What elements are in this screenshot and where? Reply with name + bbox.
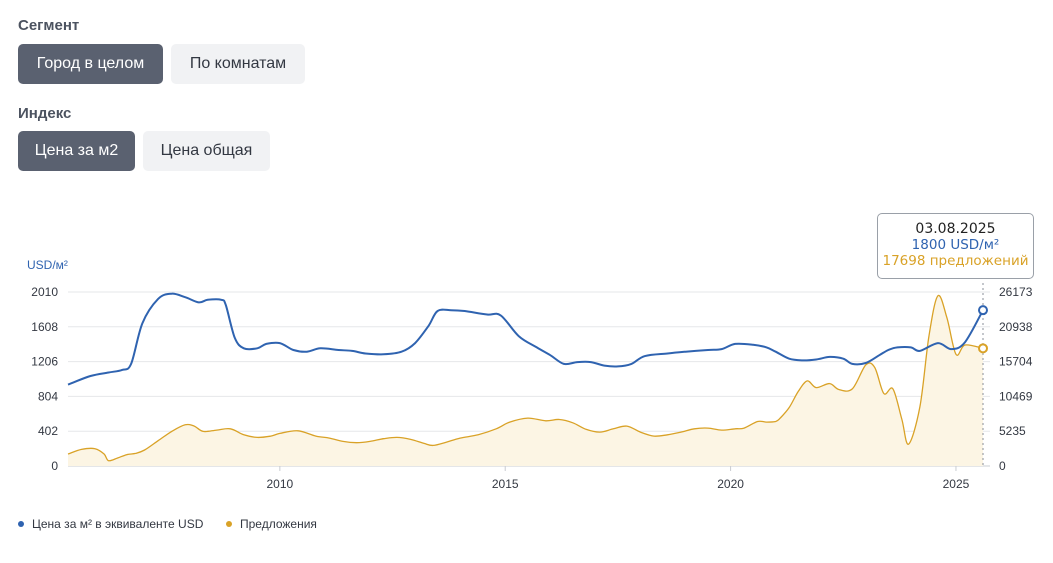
y-right-tick-label: 5235: [999, 424, 1026, 438]
index-price-total-button[interactable]: Цена общая: [143, 131, 270, 171]
offers-area-fill: [68, 295, 983, 466]
segment-rooms-button[interactable]: По комнатам: [171, 44, 305, 84]
legend-dot-price: [18, 521, 24, 527]
hover-points: [978, 283, 988, 466]
index-price-m2-button[interactable]: Цена за м2: [18, 131, 135, 171]
y-unit-label: USD/м²: [27, 258, 68, 272]
y-left-tick-label: 2010: [31, 285, 58, 299]
legend-label-offers: Предложения: [240, 517, 317, 531]
tooltip-price: 1800 USD/м²: [911, 237, 1000, 253]
y-right-tick-label: 26173: [999, 285, 1033, 299]
legend-label-price: Цена за м² в эквиваленте USD: [32, 517, 204, 531]
price-hover-point: [978, 305, 988, 316]
series-lines: [67, 292, 984, 462]
legend-item-offers[interactable]: Предложения: [226, 517, 317, 531]
segment-city-button[interactable]: Город в целом: [18, 44, 163, 84]
y-left-tick-label: 804: [38, 389, 58, 403]
y-right-tick-label: 20938: [999, 320, 1033, 334]
x-tick-label: 2020: [717, 477, 744, 491]
offers-area: [68, 295, 983, 466]
offers-series-line: [67, 294, 984, 462]
tooltip-offers: 17698 предложений: [882, 253, 1029, 269]
y-right-tick-label: 10469: [999, 389, 1033, 403]
legend-dot-offers: [226, 521, 232, 527]
offers-hover-point: [978, 343, 988, 354]
x-tick-label: 2025: [943, 477, 970, 491]
x-tick-label: 2010: [266, 477, 293, 491]
y-right-tick-label: 0: [999, 459, 1006, 473]
y-left-tick-label: 402: [38, 424, 58, 438]
price-series-line: [67, 292, 984, 386]
y-right-tick-label: 15704: [999, 355, 1033, 369]
chart-tooltip: 03.08.2025 1800 USD/м² 17698 предложений: [877, 213, 1034, 279]
segment-label: Сегмент: [18, 17, 80, 34]
legend-item-price[interactable]: Цена за м² в эквиваленте USD: [18, 517, 203, 531]
y-left-tick-label: 1206: [31, 355, 58, 369]
y-left-tick-label: 1608: [31, 320, 58, 334]
tooltip-date: 03.08.2025: [915, 221, 996, 237]
y-left-tick-label: 0: [51, 459, 58, 473]
index-label: Индекс: [18, 105, 72, 122]
x-tick-label: 2015: [492, 477, 519, 491]
axis-ticks: 2010 26173 1608 20938 1206 15704 804 10469 402 52…: [31, 285, 1032, 491]
